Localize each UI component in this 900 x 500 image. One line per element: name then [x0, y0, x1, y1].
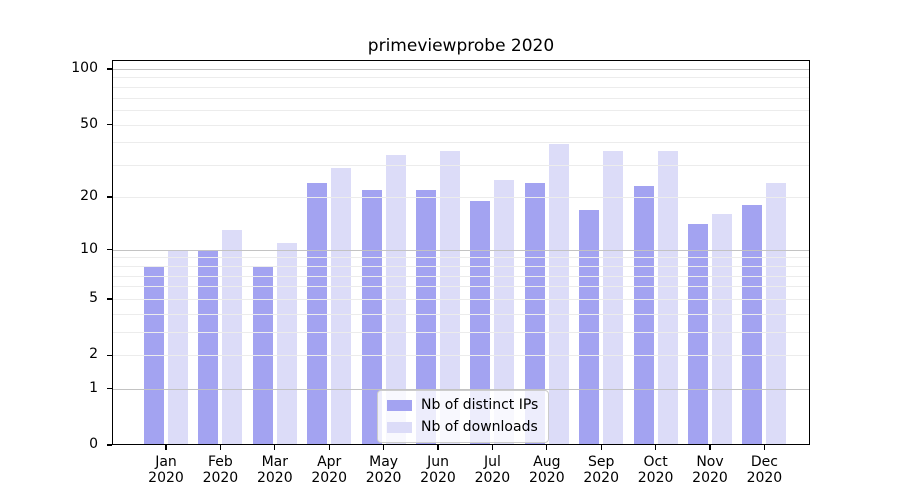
- x-tick-dec: [763, 445, 766, 450]
- x-tick-label-apr: Apr 2020: [311, 454, 347, 486]
- x-tick-nov: [709, 445, 711, 450]
- x-tick-label-feb: Feb 2020: [202, 454, 239, 486]
- minor-gridline-4: [112, 313, 810, 315]
- bar-downloads-nov: [712, 214, 732, 445]
- x-tick-label-mar: Mar 2020: [256, 454, 293, 486]
- minor-gridline-40: [112, 142, 810, 144]
- x-tick-aug: [546, 445, 548, 450]
- minor-gridline-80: [112, 86, 810, 88]
- minor-gridline-30: [112, 165, 810, 167]
- minor-gridline-5: [112, 299, 810, 301]
- bar-distinct-ips-nov: [688, 224, 708, 445]
- x-tick-label-oct: Oct 2020: [637, 454, 674, 486]
- x-tick-oct: [654, 445, 657, 450]
- x-tick-jun: [437, 445, 439, 450]
- bar-distinct-ips-may: [361, 189, 382, 445]
- minor-gridline-8: [112, 265, 810, 267]
- bar-distinct-ips-jul: [470, 200, 491, 445]
- bar-downloads-feb: [222, 229, 243, 445]
- x-tick-label-may: May 2020: [365, 454, 402, 486]
- major-gridline-1: [112, 388, 810, 390]
- x-tick-label-nov: Nov 2020: [692, 454, 728, 486]
- x-tick-label-sep: Sep 2020: [583, 454, 619, 486]
- bar-downloads-jun: [440, 150, 460, 445]
- legend-item-downloads: Nb of downloads: [387, 419, 538, 435]
- legend-label-downloads: Nb of downloads: [421, 419, 538, 435]
- bar-downloads-aug: [548, 144, 569, 445]
- x-tick-may: [382, 445, 385, 450]
- minor-gridline-9: [112, 257, 810, 259]
- bar-downloads-jan: [168, 249, 188, 445]
- y-tick-label-50: 50: [80, 115, 98, 132]
- major-gridline-10: [112, 249, 810, 251]
- bar-downloads-sep: [603, 150, 624, 445]
- y-tick-1: [107, 387, 112, 390]
- minor-gridline-7: [112, 275, 810, 277]
- bar-distinct-ips-jan: [144, 265, 164, 445]
- minor-gridline-50: [112, 124, 810, 126]
- y-tick-label-100: 100: [71, 59, 98, 76]
- minor-gridline-2: [112, 355, 810, 357]
- x-tick-sep: [600, 445, 602, 450]
- chart-title: primeviewprobe 2020: [367, 36, 555, 56]
- x-tick-label-jul: Jul 2020: [474, 454, 511, 486]
- x-tick-jan: [165, 445, 167, 450]
- x-tick-label-aug: Aug 2020: [528, 454, 565, 486]
- bar-downloads-may: [385, 155, 406, 445]
- major-gridline-100: [112, 68, 810, 70]
- y-tick-2: [107, 354, 112, 357]
- legend-swatch-distinct-ips: [387, 399, 412, 411]
- y-tick-20: [107, 196, 112, 198]
- bar-distinct-ips-oct: [633, 186, 654, 445]
- minor-gridline-90: [112, 77, 810, 79]
- y-tick-10: [107, 248, 112, 251]
- x-tick-feb: [219, 445, 222, 450]
- y-tick-0: [107, 444, 112, 446]
- plot-area: Nb of distinct IPs Nb of downloads 0 1 2 5 1…: [71, 60, 810, 486]
- x-tick-mar: [274, 445, 276, 450]
- bar-distinct-ips-jun: [416, 189, 436, 445]
- bar-downloads-apr: [331, 167, 352, 445]
- y-tick-label-1: 1: [89, 379, 98, 396]
- bar-distinct-ips-dec: [742, 205, 763, 445]
- y-tick-label-5: 5: [89, 290, 98, 307]
- y-tick-label-10: 10: [80, 240, 98, 257]
- minor-gridline-3: [112, 332, 810, 334]
- bar-distinct-ips-mar: [252, 265, 273, 445]
- bar-distinct-ips-sep: [579, 209, 600, 445]
- bar-distinct-ips-feb: [198, 249, 219, 445]
- x-tick-label-jun: Jun 2020: [420, 454, 456, 486]
- bar-downloads-mar: [276, 242, 297, 445]
- x-tick-label-dec: Dec 2020: [746, 454, 783, 486]
- y-tick-50: [107, 123, 112, 126]
- bar-downloads-jul: [494, 179, 515, 445]
- y-tick-100: [107, 68, 112, 70]
- legend-item-distinct-ips: Nb of distinct IPs: [387, 397, 538, 413]
- y-tick-5: [107, 298, 112, 300]
- y-tick-label-0: 0: [89, 436, 98, 452]
- y-tick-label-2: 2: [89, 346, 98, 363]
- minor-gridline-6: [112, 286, 810, 288]
- legend-label-distinct-ips: Nb of distinct IPs: [421, 397, 539, 413]
- x-tick-label-jan: Jan 2020: [148, 454, 184, 486]
- legend: Nb of distinct IPs Nb of downloads: [377, 390, 550, 443]
- minor-gridline-60: [112, 110, 810, 112]
- bar-downloads-oct: [657, 150, 678, 445]
- y-tick-label-20: 20: [80, 187, 98, 204]
- minor-gridline-70: [112, 97, 810, 99]
- legend-swatch-downloads: [387, 421, 412, 433]
- minor-gridline-20: [112, 196, 810, 198]
- x-tick-apr: [328, 445, 330, 450]
- x-tick-jul: [491, 445, 494, 450]
